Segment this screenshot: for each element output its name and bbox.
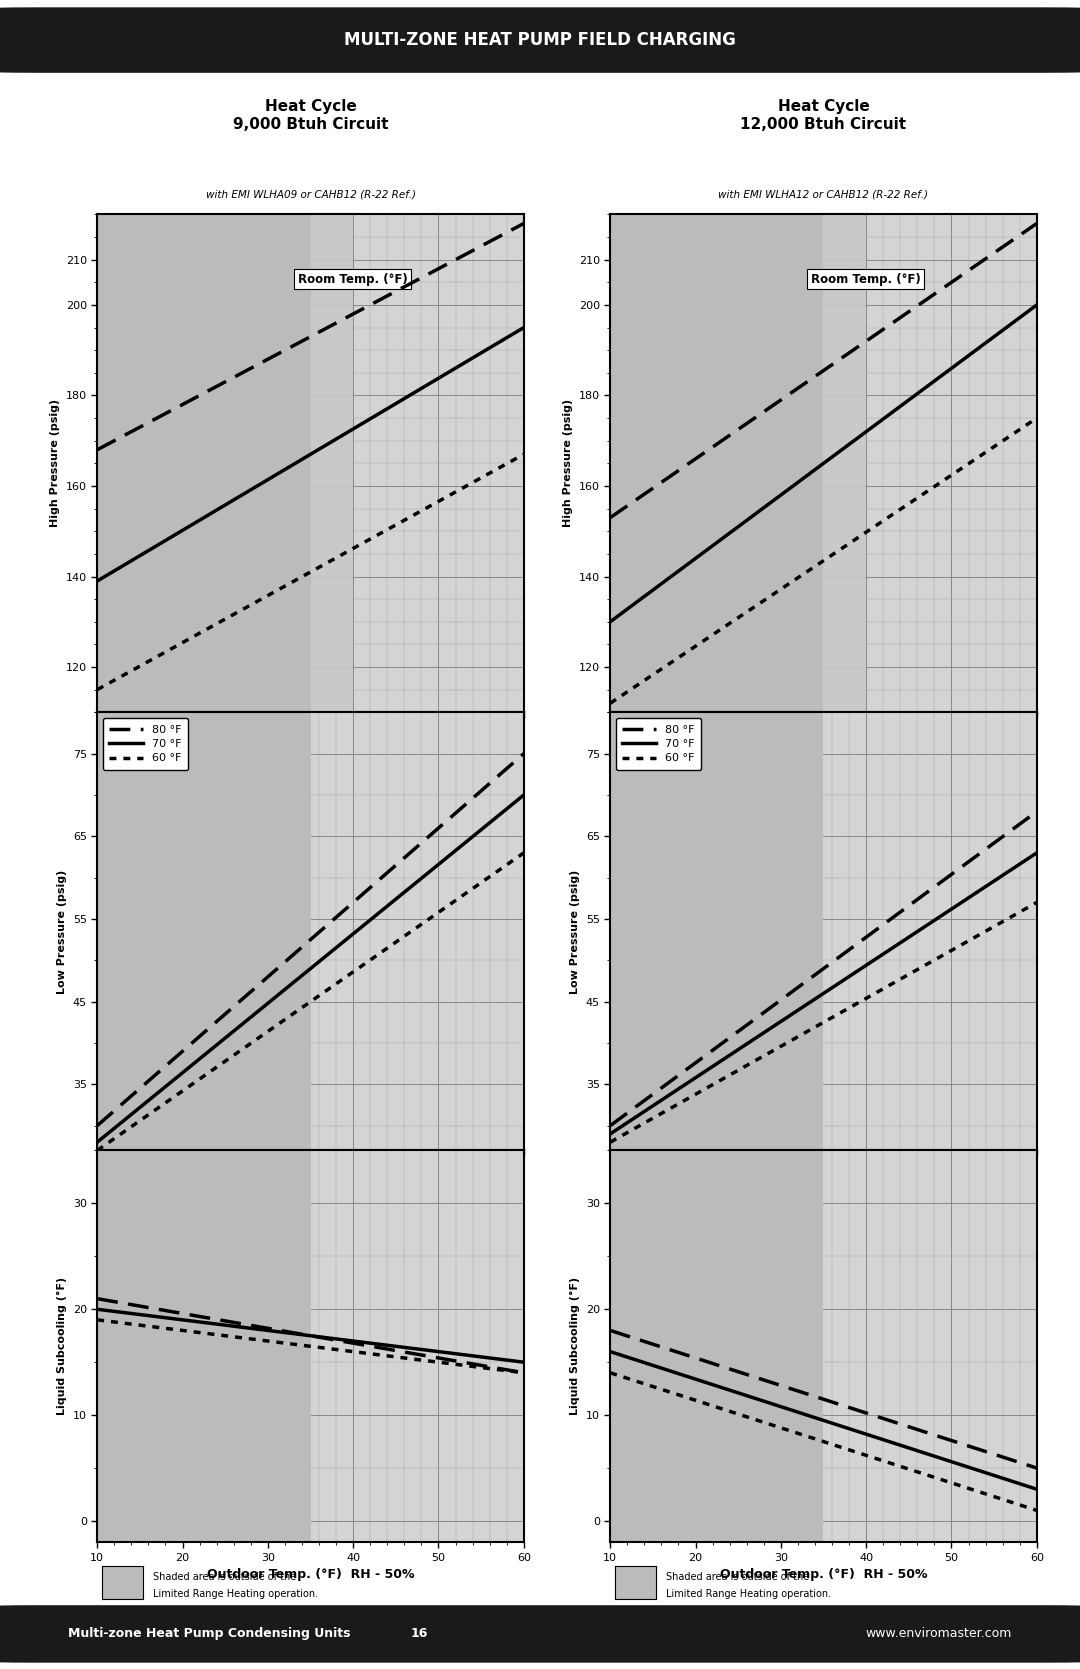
Bar [97, 1150, 311, 1542]
Bar [610, 1150, 823, 1542]
Text: Limited Range Heating operation.: Limited Range Heating operation. [153, 1589, 319, 1599]
FancyBboxPatch shape [0, 1606, 1080, 1662]
Text: Multi-zone Heat Pump Condensing Units: Multi-zone Heat Pump Condensing Units [68, 1627, 350, 1641]
FancyBboxPatch shape [0, 8, 1080, 72]
X-axis label: Outdoor Temp. (°F)  RH - 50%: Outdoor Temp. (°F) RH - 50% [719, 1569, 928, 1581]
Bar [610, 713, 823, 1150]
Text: Room Temp. (°F): Room Temp. (°F) [811, 272, 920, 285]
Y-axis label: High Pressure (psig): High Pressure (psig) [50, 399, 60, 527]
Legend: 80 °F, 70 °F, 60 °F: 80 °F, 70 °F, 60 °F [616, 718, 701, 769]
Legend: 80 °F, 70 °F, 60 °F: 80 °F, 70 °F, 60 °F [103, 718, 188, 769]
Y-axis label: High Pressure (psig): High Pressure (psig) [563, 399, 573, 527]
Bar [97, 713, 311, 1150]
Y-axis label: Liquid Subcooling (°F): Liquid Subcooling (°F) [570, 1277, 580, 1415]
Y-axis label: Liquid Subcooling (°F): Liquid Subcooling (°F) [57, 1277, 67, 1415]
Text: Limited Range Heating operation.: Limited Range Heating operation. [666, 1589, 832, 1599]
Text: Heat Cycle
9,000 Btuh Circuit: Heat Cycle 9,000 Btuh Circuit [233, 98, 388, 132]
Bar [97, 214, 311, 713]
Y-axis label: Low Pressure (psig): Low Pressure (psig) [57, 870, 67, 993]
Text: 16: 16 [410, 1627, 428, 1641]
Bar [610, 214, 823, 713]
Text: MULTI-ZONE HEAT PUMP FIELD CHARGING: MULTI-ZONE HEAT PUMP FIELD CHARGING [345, 32, 735, 48]
Text: Room Temp. (°F): Room Temp. (°F) [298, 272, 407, 285]
Y-axis label: Low Pressure (psig): Low Pressure (psig) [570, 870, 580, 993]
Bar [823, 214, 866, 713]
Text: Shaded area is outside of the: Shaded area is outside of the [666, 1572, 810, 1582]
Bar [311, 214, 353, 713]
Text: with EMI WLHA09 or CAHB12 (R-22 Ref.): with EMI WLHA09 or CAHB12 (R-22 Ref.) [205, 190, 416, 200]
Text: with EMI WLHA12 or CAHB12 (R-22 Ref.): with EMI WLHA12 or CAHB12 (R-22 Ref.) [718, 190, 929, 200]
Text: Heat Cycle
12,000 Btuh Circuit: Heat Cycle 12,000 Btuh Circuit [741, 98, 906, 132]
Text: www.enviromaster.com: www.enviromaster.com [866, 1627, 1012, 1641]
Text: Shaded area is outside of the: Shaded area is outside of the [153, 1572, 297, 1582]
X-axis label: Outdoor Temp. (°F)  RH - 50%: Outdoor Temp. (°F) RH - 50% [206, 1569, 415, 1581]
